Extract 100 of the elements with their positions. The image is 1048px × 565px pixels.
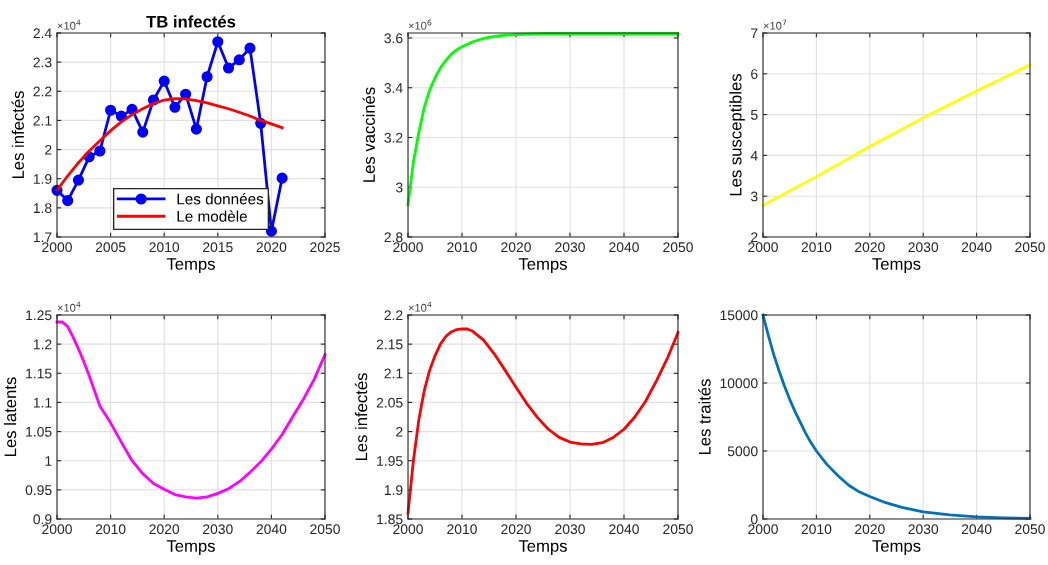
y-tick-label: 2.8 [384,232,403,243]
y-tick-label: 1.15 [26,368,52,379]
point [265,225,277,237]
y-tick-label: 3.6 [384,33,403,44]
y-tick-label: 1.9 [384,485,403,496]
point [105,104,117,116]
y-tick-label: 1.7 [33,232,52,243]
x-tick-label: 2000 [393,242,423,253]
text: ×10$^{6}$ [408,19,432,30]
legend-label: Le modèle [177,210,247,222]
y-tick-label: 1.1 [33,397,52,408]
y-tick-label: 3.2 [384,132,403,143]
x-tick-label: 2040 [609,242,639,253]
point [72,174,84,186]
line-series [55,320,327,500]
x-tick-label: 2030 [555,524,585,535]
chart-title: TB infectés [146,15,236,28]
y-tick-label: 3.4 [384,83,403,93]
point [212,36,224,48]
y-tick-label: 1.95 [377,456,403,466]
y-tick-label: 2.2 [384,310,403,321]
y-tick-label: 10000 [720,378,758,389]
x-tick-label: 2010 [447,524,477,535]
y-tick-label: 2.1 [384,368,403,379]
x-axis-title: Temps [166,258,215,274]
y-tick-label: 1.8 [33,203,52,214]
x-tick-label: 2005 [95,242,126,253]
x-tick-label: 2025 [310,242,340,253]
y-tick-label: 5 [750,110,758,120]
y-tick-label: 1.2 [33,339,52,350]
y-tick-label: 1 [45,456,52,466]
y-tick-label: 3 [395,182,403,193]
text: ×10$^{4}$ [57,19,81,30]
x-tick-label: 2000 [748,524,778,535]
x-axis-title: Temps [166,540,215,556]
x-tick-label: 2020 [501,242,531,253]
x-tick-label: 2020 [149,524,180,535]
x-tick-label: 2000 [42,242,72,253]
y-tick-label: 0 [750,514,758,525]
y-tick-label: 4 [750,150,758,161]
point [137,126,149,138]
y-tick-label: 2.05 [376,397,403,408]
y-tick-label: 2 [751,232,758,243]
x-tick-label: 2030 [555,242,585,253]
y-tick-label: 1.9 [33,174,52,184]
x-tick-label: 2020 [855,524,885,535]
y-tick-label: 5000 [727,446,758,457]
x-axis-title: Temps [872,540,921,556]
point [233,54,245,66]
x-tick-label: 2030 [203,524,233,535]
x-tick-label: 2030 [908,524,939,535]
y-tick-label: 0.9 [33,514,52,525]
line-series [761,313,1032,520]
x-tick-label: 2010 [801,242,832,253]
x-tick-label: 2010 [149,242,180,253]
x-tick-label: 2010 [447,242,477,253]
y-tick-label: 0.95 [25,485,52,496]
x-tick-label: 2050 [1015,242,1045,253]
x-axis-title: Temps [518,258,567,274]
point [276,172,288,184]
x-tick-label: 2050 [663,524,693,535]
point [222,62,235,74]
y-axis-title: Les vaccinés [362,87,375,182]
x-tick-label: 2040 [961,524,992,535]
y-axis-title: Les infectés [354,373,368,461]
x-tick-label: 2015 [203,242,233,253]
y-tick-label: 6 [751,69,758,79]
point [190,123,202,135]
text: ×10$^{7}$ [763,19,787,30]
y-axis-title: Les infectés [11,91,24,179]
y-tick-label: 2.15 [376,339,403,350]
y-axis-title: Les susceptibles [729,73,745,196]
y-axis-title: Les traités [698,379,711,455]
line-series [761,63,1032,207]
x-tick-label: 2050 [663,242,693,253]
x-tick-label: 2010 [95,524,126,535]
y-tick-label: 2.3 [33,57,52,68]
x-tick-label: 2030 [908,242,939,253]
text: ×10$^{4}$ [408,301,432,312]
y-tick-label: 2 [396,426,403,437]
x-axis-title: Temps [518,540,567,556]
x-tick-label: 2040 [609,524,639,535]
y-tick-label: 2.1 [33,115,52,126]
y-axis-title: Les latents [4,377,17,456]
point [244,42,256,54]
x-tick-label: 2010 [801,524,832,535]
legend-label: Les données [177,193,264,205]
y-tick-label: 1.05 [26,426,52,437]
y-tick-label: 2.4 [33,28,52,39]
y-tick-label: 2 [45,144,52,155]
x-tick-label: 2040 [256,524,287,535]
x-tick-label: 2020 [855,242,885,253]
point [158,75,170,87]
line-series [406,327,680,515]
x-tick-label: 2020 [501,524,531,535]
x-tick-label: 2020 [256,242,287,253]
point [201,71,213,83]
y-tick-label: 2.2 [33,86,52,97]
point [94,145,106,157]
x-tick-label: 2000 [748,242,778,253]
